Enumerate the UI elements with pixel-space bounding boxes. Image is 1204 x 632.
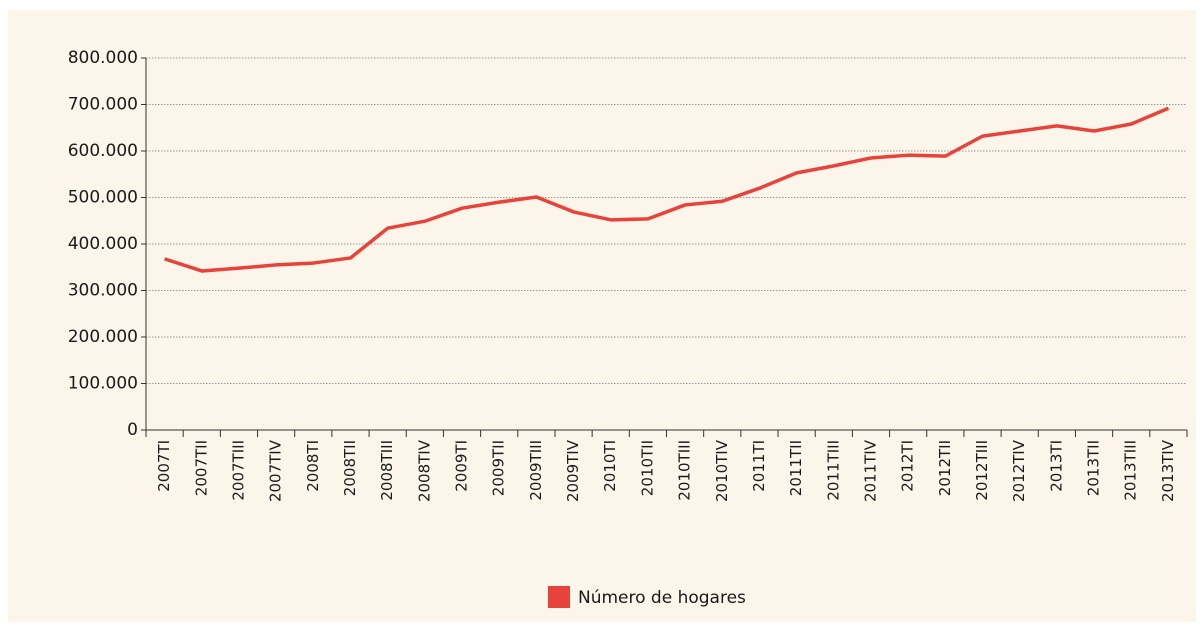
- y-tick-label: 500.000: [68, 188, 138, 208]
- x-tick-label: 2009TII: [490, 440, 508, 496]
- x-tick-label: 2007TIII: [229, 440, 247, 501]
- x-tick-label: 2008TIII: [378, 440, 396, 501]
- x-tick-label: 2010TII: [638, 440, 656, 496]
- legend-swatch: [548, 586, 570, 608]
- x-tick-label: 2007TI: [155, 440, 173, 492]
- x-tick-label: 2010TIV: [713, 439, 731, 502]
- x-tick-label: 2012TIII: [973, 440, 991, 501]
- background: [8, 10, 1196, 622]
- legend-label: Número de hogares: [578, 588, 746, 608]
- x-tick-label: 2013TI: [1047, 440, 1065, 492]
- x-tick-label: 2007TIV: [267, 439, 285, 502]
- x-tick-label: 2013TII: [1085, 440, 1103, 496]
- x-tick-label: 2012TIV: [1010, 439, 1028, 502]
- x-tick-label: 2011TII: [787, 440, 805, 496]
- x-tick-label: 2009TI: [453, 440, 471, 492]
- y-tick-label: 100.000: [68, 374, 138, 394]
- y-tick-label: 600.000: [68, 141, 138, 161]
- x-tick-label: 2012TI: [899, 440, 917, 492]
- series-line: [164, 106, 1170, 273]
- x-tick-label: 2011TIII: [824, 440, 842, 501]
- x-tick-label: 2010TI: [601, 440, 619, 492]
- x-tick-label: 2010TIII: [676, 440, 694, 501]
- x-tick-label: 2008TIV: [415, 439, 433, 502]
- x-tick-label: 2013TIII: [1122, 440, 1140, 501]
- x-tick-label: 2008TII: [341, 440, 359, 496]
- y-tick-label: 200.000: [68, 327, 138, 347]
- x-tick-label: 2009TIII: [527, 440, 545, 501]
- y-tick-label: 400.000: [68, 234, 138, 254]
- x-tick-label: 2009TIV: [564, 439, 582, 502]
- x-tick-label: 2011TIV: [861, 439, 879, 502]
- y-tick-label: 0: [127, 420, 138, 440]
- x-tick-label: 2013TIV: [1159, 439, 1177, 502]
- x-tick-label: 2011TI: [750, 440, 768, 492]
- y-tick-label: 800.000: [68, 48, 138, 68]
- x-tick-label: 2007TII: [192, 440, 210, 496]
- y-tick-label: 700.000: [68, 95, 138, 115]
- y-tick-label: 300.000: [68, 281, 138, 301]
- x-tick-label: 2008TI: [304, 440, 322, 492]
- x-tick-label: 2012TII: [936, 440, 954, 496]
